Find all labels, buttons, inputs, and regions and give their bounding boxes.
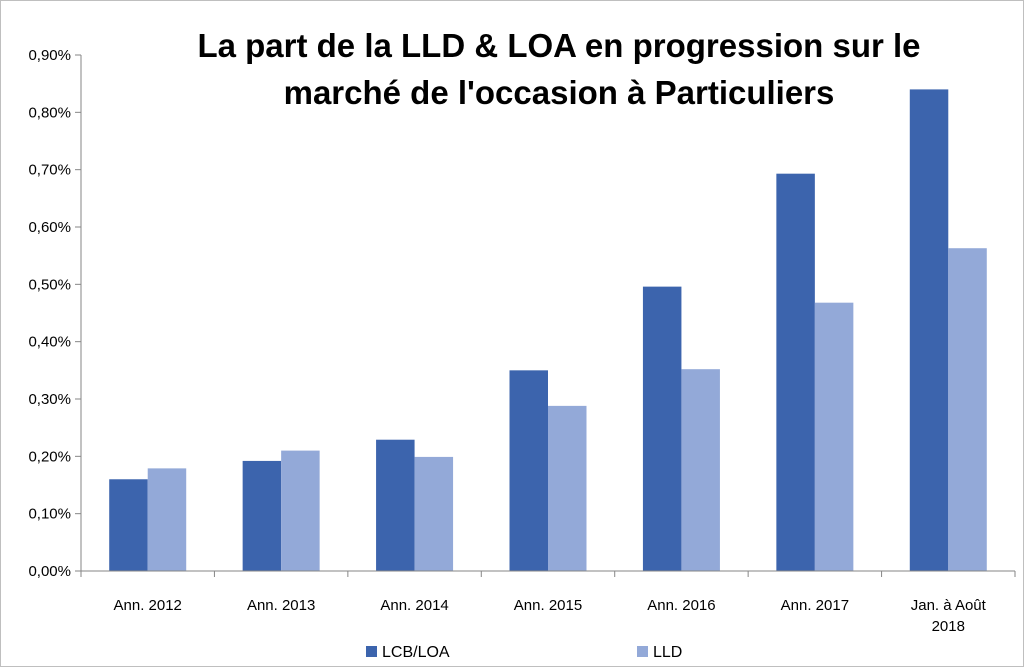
x-tick-label: Ann. 2017 — [781, 597, 849, 614]
bars — [109, 89, 987, 572]
y-tick-label: 0,10% — [28, 506, 71, 523]
bar-lld-1 — [147, 468, 187, 571]
x-tick-label: Ann. 2015 — [514, 597, 582, 614]
bar-lcb-loa-6 — [776, 173, 815, 571]
x-tick-label: Ann. 2014 — [380, 597, 448, 614]
bar-lcb-loa-3 — [376, 439, 415, 571]
x-tick-label-line: Ann. 2013 — [247, 597, 315, 614]
bar-lld-3 — [414, 456, 454, 571]
chart-title: La part de la LLD & LOA en progression s… — [197, 27, 920, 111]
y-tick-label: 0,20% — [28, 448, 71, 465]
y-tick-label: 0,00% — [28, 563, 71, 580]
y-tick-label: 0,30% — [28, 391, 71, 408]
legend-label: LCB/LOA — [382, 644, 450, 661]
bar-lcb-loa-7 — [909, 89, 949, 572]
bar-lld-6 — [814, 302, 854, 571]
x-axis: Ann. 2012 Ann. 2013 Ann. 2014 Ann. 2015 Ann.… — [80, 570, 1016, 635]
x-tick-label: Ann. 2012 — [114, 597, 182, 614]
bar-lcb-loa-1 — [109, 479, 148, 571]
x-tick-label-line: Jan. à Août — [911, 597, 987, 614]
chart-title-line: marché de l'occasion à Particuliers — [284, 74, 835, 111]
y-tick-label: 0,60% — [28, 219, 71, 236]
bar-lcb-loa-4 — [509, 370, 548, 571]
x-tick-label: Jan. à Août 2018 — [911, 597, 987, 635]
bar-lld-2 — [281, 450, 320, 571]
bar-lcb-loa-2 — [242, 460, 282, 571]
bar-lld-4 — [548, 405, 587, 571]
legend-swatch — [366, 646, 377, 657]
x-tick-label-line: Ann. 2016 — [647, 597, 715, 614]
y-tick-label: 0,70% — [28, 162, 71, 179]
x-tick-label-line: Ann. 2012 — [114, 597, 182, 614]
x-tick-label: Ann. 2013 — [247, 597, 315, 614]
y-tick-label: 0,50% — [28, 276, 71, 293]
bar-lld-5 — [681, 369, 720, 571]
bar-lld-7 — [948, 248, 987, 572]
legend-label: LLD — [653, 644, 682, 661]
y-tick-label: 0,80% — [28, 104, 71, 121]
legend-swatch — [637, 646, 648, 657]
x-tick-label-line: Ann. 2014 — [380, 597, 448, 614]
y-axis: 0,00% 0,10% 0,20% 0,30% 0,40% 0,50% 0,60% 0,70%… — [28, 47, 82, 580]
legend: LCB/LOA LLD — [366, 644, 682, 661]
x-tick-label-line: Ann. 2015 — [514, 597, 582, 614]
x-tick-label-line: Ann. 2017 — [781, 597, 849, 614]
y-tick-label: 0,40% — [28, 334, 71, 351]
x-tick-label-line: 2018 — [932, 618, 965, 635]
x-tick-label: Ann. 2016 — [647, 597, 715, 614]
y-tick-label: 0,90% — [28, 47, 71, 64]
chart-title-line: La part de la LLD & LOA en progression s… — [197, 27, 920, 64]
bar-lcb-loa-5 — [642, 286, 682, 571]
